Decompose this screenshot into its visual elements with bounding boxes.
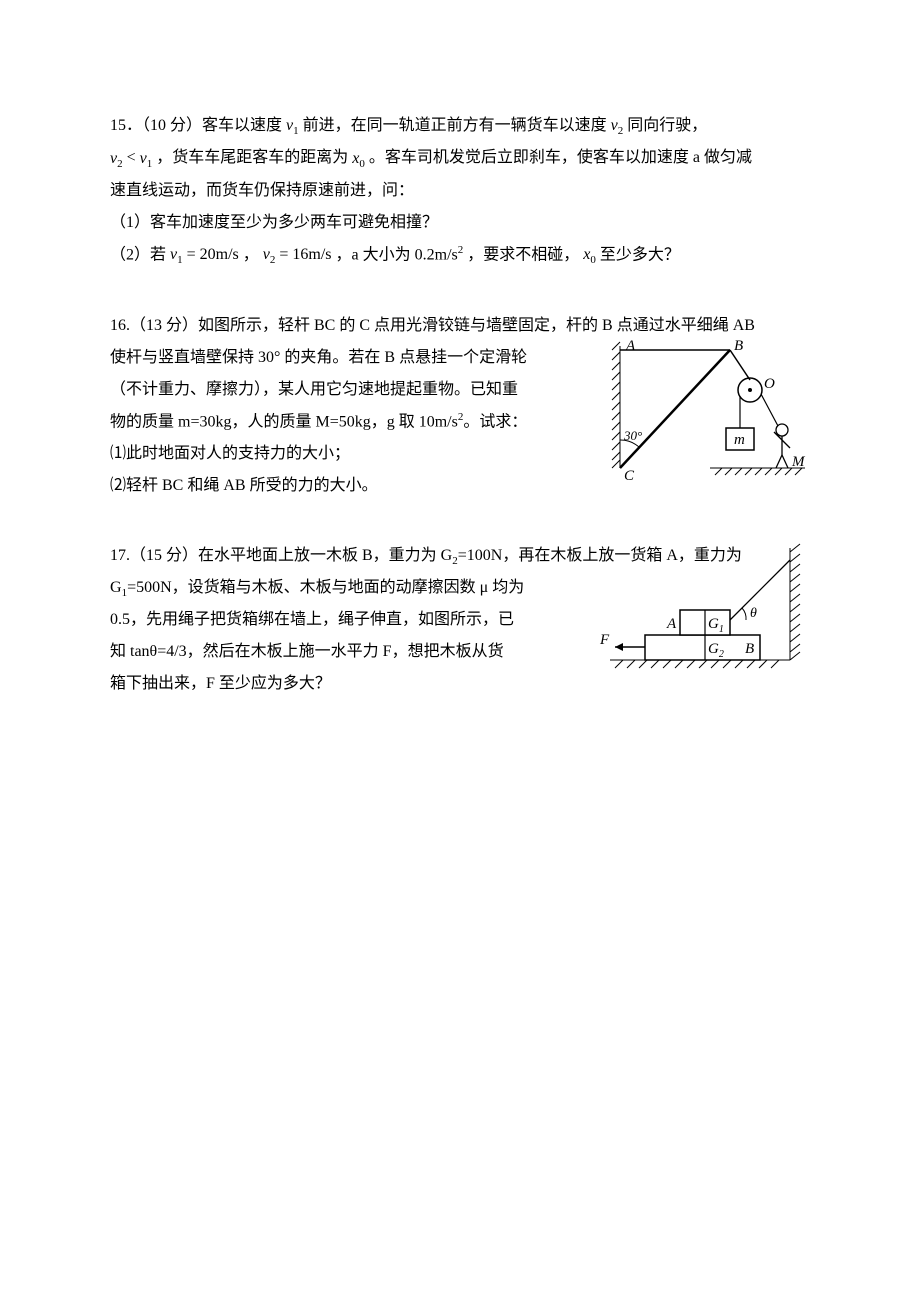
person-leg2-icon <box>782 455 788 468</box>
q15-l2r2: 。客车司机发觉后立即刹车，使客车以加速度 a 做匀减 <box>369 149 752 166</box>
floor-hatch-icon <box>710 468 805 475</box>
var-v1: v1 <box>286 110 299 142</box>
label-angle: 30° <box>623 428 642 443</box>
var-x0: x0 <box>352 143 365 175</box>
ineq-v2: v2 <box>110 143 123 175</box>
ground-hatch-icon <box>610 660 790 668</box>
question-15: 15．（10 分）客车以速度 v1 前进，在同一轨道正前方有一辆货车以速度 v2… <box>110 110 810 272</box>
label-big-m: M <box>791 454 806 470</box>
q15-part2d: 至少多大？ <box>600 246 680 263</box>
wall-hatch-icon <box>612 342 620 468</box>
q16-l4: 物的质量 m=30kg，人的质量 M=50kg，g 取 10m/s2。试求： <box>110 406 580 438</box>
q16-l3: （不计重力、摩擦力），某人用它匀速地提起重物。已知重 <box>110 374 580 406</box>
pulley-axis-icon <box>748 388 752 392</box>
q17-l3: 0.5，先用绳子把货箱绑在墙上，绳子伸直，如图所示，已 <box>110 604 580 636</box>
sq: 2 <box>458 244 464 256</box>
rope-a-wall <box>730 560 790 620</box>
label-f: F <box>599 632 610 648</box>
label-c: C <box>624 468 635 484</box>
q15-part1: （1）客车加速度至少为多少两车可避免相撞？ <box>110 214 438 231</box>
q15-part2c: ，要求不相碰， <box>467 246 579 263</box>
label-o: O <box>764 376 775 392</box>
q15-l3: 速直线运动，而货车仍保持原速前进，问： <box>110 182 414 199</box>
label-a: A <box>625 340 636 354</box>
q15-l2r1: ，货车车尾距客车的距离为 <box>156 149 348 166</box>
eq-v2: v2 = 16m/s <box>263 239 332 271</box>
wall-hatch-icon <box>790 544 800 660</box>
label-theta: θ <box>750 606 757 621</box>
pulley-support <box>730 350 750 380</box>
question-17: 17.（15 分）在水平地面上放一木板 B，重力为 G2=100N，再在木板上放… <box>110 540 810 700</box>
person-head-icon <box>776 424 788 436</box>
q15-part2b: ，a 大小为 0.2m/s <box>336 246 458 263</box>
q15-head: 15．（10 分）客车以速度 <box>110 117 282 134</box>
lt-sign: < <box>127 149 140 166</box>
q15-after-v1: 前进，在同一轨道正前方有一辆货车以速度 <box>303 117 607 134</box>
figure-16: A B C O m M 30° <box>600 340 810 490</box>
question-16: 16.（13 分）如图所示，轻杆 BC 的 C 点用光滑铰链与墙壁固定，杆的 B… <box>110 310 810 502</box>
q16-head: 16.（13 分）如图所示，轻杆 BC 的 C 点用光滑铰链与墙壁固定，杆的 B… <box>110 310 810 342</box>
var-v2: v2 <box>611 110 624 142</box>
force-f-arrowhead-icon <box>615 643 623 651</box>
q15-after-v2: 同向行驶， <box>627 117 707 134</box>
label-b: B <box>734 340 743 354</box>
q16-p1: ⑴此时地面对人的支持力的大小； <box>110 438 580 470</box>
var-x0-b: x0 <box>583 239 596 271</box>
person-leg1-icon <box>776 455 782 468</box>
label-m: m <box>734 432 745 448</box>
board-b <box>645 635 760 660</box>
q16-l2: 使杆与竖直墙壁保持 30° 的夹角。若在 B 点悬挂一个定滑轮 <box>110 342 580 374</box>
label-b: B <box>745 641 754 657</box>
person-arm2-icon <box>782 440 790 448</box>
comma1: ， <box>243 246 259 263</box>
rod-bc <box>620 350 730 468</box>
q15-part2a: （2）若 <box>110 246 166 263</box>
angle-theta-arc-icon <box>742 608 746 620</box>
label-a: A <box>666 616 677 632</box>
q17-l2: G1=500N，设货箱与木板、木板与地面的动摩擦因数 μ 均为 <box>110 572 580 604</box>
q17-l4: 知 tanθ=4/3，然后在木板上施一水平力 F，想把木板从货 <box>110 636 580 668</box>
eq-v1: v1 = 20m/s <box>170 239 239 271</box>
q16-p2: ⑵轻杆 BC 和绳 AB 所受的力的大小。 <box>110 470 580 502</box>
ineq-v1: v1 <box>140 143 153 175</box>
figure-17: A B F G1 G2 θ <box>590 540 810 690</box>
q17-l5: 箱下抽出来，F 至少应为多大？ <box>110 668 580 700</box>
figure-16-svg: A B C O m M 30° <box>600 340 810 490</box>
rope-person <box>761 394 778 426</box>
figure-17-svg: A B F G1 G2 θ <box>590 540 810 690</box>
spacer <box>110 286 810 310</box>
spacer-2 <box>110 516 810 540</box>
page: 15．（10 分）客车以速度 v1 前进，在同一轨道正前方有一辆货车以速度 v2… <box>0 0 920 1302</box>
